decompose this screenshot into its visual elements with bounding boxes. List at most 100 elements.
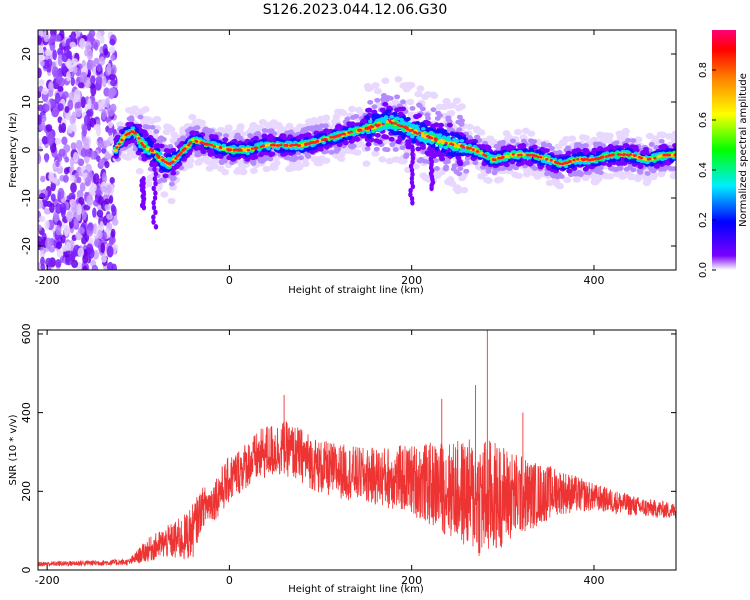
- heatmap-band-blob: [566, 168, 573, 174]
- heatmap-noise-blob: [70, 77, 76, 87]
- heatmap-noise-blob: [41, 87, 49, 95]
- heatmap-noise-blob: [104, 153, 112, 160]
- heatmap-band-blob: [413, 114, 420, 120]
- heatmap-band-blob: [135, 168, 144, 175]
- heatmap-noise-blob: [67, 124, 74, 134]
- heatmap-band-blob: [592, 141, 599, 147]
- heatmap-band-blob: [121, 153, 130, 160]
- heatmap-band-blob: [633, 174, 642, 182]
- heatmap-noise-blob: [65, 241, 72, 252]
- heatmap-noise-blob: [38, 104, 44, 112]
- heatmap-band-blob: [602, 173, 611, 180]
- heatmap-noise-blob: [106, 261, 114, 270]
- heatmap-band-blob: [625, 138, 632, 143]
- heatmap-band-blob: [556, 150, 563, 155]
- heatmap-noise-blob: [92, 173, 100, 185]
- heatmap-band-blob: [660, 143, 667, 149]
- heatmap-band-blob: [348, 139, 355, 144]
- heatmap-noise-blob: [84, 177, 92, 187]
- heatmap-band-blob: [552, 180, 561, 187]
- heatmap-band-blob: [132, 146, 139, 152]
- heatmap-band-blob: [188, 113, 197, 121]
- heatmap-band-blob: [405, 117, 411, 122]
- heatmap-band-blob: [653, 164, 660, 169]
- heatmap-band-blob: [149, 125, 156, 130]
- heatmap-band-blob: [205, 165, 214, 172]
- heatmap-band-blob: [230, 156, 237, 162]
- heatmap-band-blob: [574, 142, 581, 147]
- heatmap-band-blob: [364, 115, 370, 120]
- heatmap-noise-blob: [97, 140, 104, 149]
- heatmap-band-blob: [486, 135, 495, 142]
- heatmap-band-blob: [373, 146, 380, 152]
- heatmap-noise-blob: [45, 237, 53, 250]
- heatmap-band-blob: [597, 170, 604, 176]
- heatmap-noise-blob: [106, 213, 113, 220]
- heatmap-band-blob: [537, 164, 544, 170]
- heatmap-noise-blob: [71, 259, 79, 269]
- heatmap-band-blob: [200, 149, 207, 155]
- heatmap-band-blob: [444, 159, 451, 165]
- heatmap-band-blob: [365, 107, 372, 113]
- heatmap-band-blob: [508, 145, 515, 150]
- heatmap-band-blob: [526, 161, 533, 167]
- spectrogram-heatmap: [38, 30, 676, 270]
- heatmap-band-blob: [371, 150, 380, 157]
- heatmap-band-blob: [235, 152, 242, 158]
- heatmap-band-blob: [316, 125, 323, 131]
- heatmap-band-blob: [350, 143, 357, 149]
- heatmap-band-blob: [323, 128, 330, 133]
- heatmap-band-blob: [463, 160, 470, 166]
- heatmap-band-blob: [531, 139, 538, 144]
- heatmap-noise-blob: [54, 92, 61, 104]
- heatmap-band-blob: [168, 181, 175, 187]
- heatmap-band-blob: [394, 94, 401, 100]
- heatmap-band-blob: [439, 156, 446, 162]
- heatmap-band-blob: [378, 156, 387, 163]
- heatmap-noise-blob: [38, 153, 42, 165]
- heatmap-band-blob: [379, 117, 385, 121]
- heatmap-noise-blob: [77, 82, 85, 89]
- heatmap-noise-blob: [93, 57, 100, 65]
- heatmap-band-blob: [458, 118, 465, 124]
- heatmap-noise-blob: [55, 225, 62, 236]
- heatmap-noise-blob: [69, 41, 76, 48]
- heatmap-band-blob: [457, 103, 466, 110]
- heatmap-band-blob: [621, 160, 628, 166]
- heatmap-band-blob: [147, 166, 154, 172]
- heatmap-band-blob: [538, 151, 544, 156]
- heatmap-noise-blob: [54, 137, 62, 145]
- heatmap-band-blob: [612, 167, 619, 173]
- heatmap-noise-blob: [79, 182, 86, 192]
- heatmap-noise-blob: [41, 114, 47, 123]
- heatmap-band-blob: [669, 172, 676, 180]
- heatmap-noise-blob: [38, 67, 42, 79]
- heatmap-noise-blob: [48, 81, 54, 91]
- heatmap-band-blob: [629, 144, 636, 150]
- heatmap-band-blob: [556, 172, 563, 178]
- heatmap-band-blob: [621, 171, 630, 178]
- heatmap-band-blob: [233, 168, 242, 175]
- heatmap-band-blob: [521, 127, 530, 135]
- heatmap-band-blob: [440, 148, 447, 153]
- heatmap-noise-blob: [44, 219, 50, 230]
- heatmap-noise-blob: [38, 261, 41, 270]
- heatmap-band-blob: [443, 164, 450, 170]
- heatmap-band-blob: [158, 135, 165, 141]
- heatmap-band-blob: [485, 145, 492, 151]
- heatmap-band-blob: [283, 155, 290, 161]
- heatmap-noise-blob: [38, 114, 42, 126]
- heatmap-noise-blob: [86, 194, 94, 207]
- heatmap-band-blob: [262, 165, 271, 173]
- heatmap-band-blob: [156, 139, 163, 145]
- heatmap-noise-blob: [58, 148, 66, 157]
- heatmap-noise-blob: [51, 109, 59, 118]
- heatmap-band-blob: [170, 147, 177, 153]
- heatmap-band-blob: [137, 114, 144, 120]
- heatmap-noise-blob: [65, 71, 71, 82]
- heatmap-band-blob: [154, 184, 163, 192]
- heatmap-band-blob: [582, 143, 589, 148]
- heatmap-band-blob: [669, 158, 675, 163]
- heatmap-noise-blob: [96, 31, 102, 40]
